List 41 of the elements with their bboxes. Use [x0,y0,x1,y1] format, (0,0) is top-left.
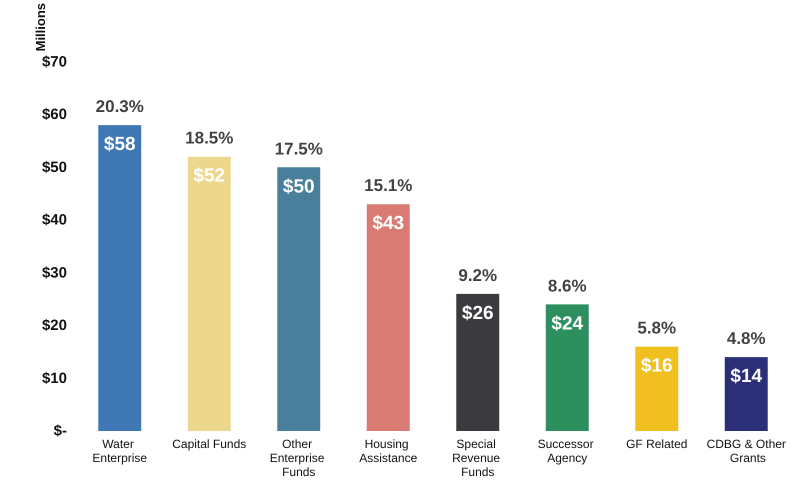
annotation: 4.8% [726,329,766,348]
y-axis-title: Millions [33,3,48,52]
annotation: 5.8% [637,318,676,338]
bar [724,357,768,431]
y-tick-label: $10 [42,370,67,387]
bar [277,167,320,431]
bar [635,346,678,431]
x-tick-label: Housing Assistance [359,437,418,465]
data-label: $24 [551,313,584,334]
bar [546,304,589,431]
y-tick-label: $50 [42,158,67,176]
data-label: $16 [640,356,673,377]
annotation: 8.6% [548,276,587,296]
data-label: $43 [372,213,404,234]
y-tick-label: $70 [42,53,67,70]
bar [366,204,410,431]
bar [456,294,500,431]
x-tick-label: GF Related [626,437,688,451]
annotation: 17.5% [274,139,323,158]
y-tick-label: $20 [42,317,67,334]
y-tick-label: $- [54,422,67,440]
y-tick-label: $60 [42,106,67,124]
annotation: 18.5% [185,128,234,148]
y-tick-label: $30 [42,264,67,282]
data-label: $50 [282,176,315,198]
annotation: 20.3% [96,97,144,116]
x-tick-label: Successor Agency [538,437,597,465]
y-tick-label: $40 [42,212,67,229]
bar [188,156,231,431]
annotation: 9.2% [458,266,498,285]
x-tick-label: Capital Funds [172,437,246,451]
x-tick-label: Other Enterprise Funds [270,437,328,479]
x-tick-label: Water Enterprise [92,437,148,465]
bar [98,125,142,431]
data-label: $26 [462,302,494,324]
x-tick-label: Special Revenue Funds [452,437,504,479]
data-label: $14 [730,366,763,388]
x-tick-label: CDBG & Other Grants [706,437,786,465]
annotation: 15.1% [364,176,412,196]
data-label: $58 [104,134,136,156]
data-label: $52 [193,166,226,187]
